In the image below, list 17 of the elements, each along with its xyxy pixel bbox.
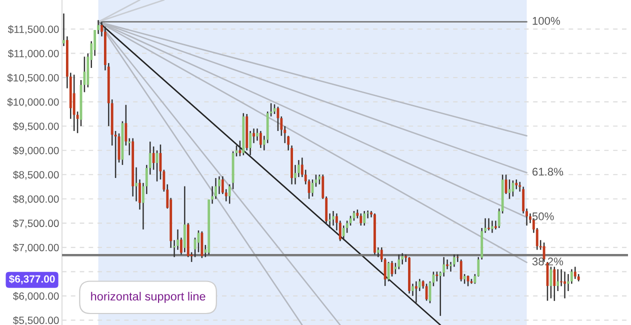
y-tick-label: $11,500.00 [8, 25, 59, 34]
annotation: horizontal support line [91, 292, 206, 303]
series-label: 50% [532, 212, 554, 220]
series-label: 61.8% [532, 168, 564, 176]
y-tick-label: $7,500.00 [13, 219, 59, 228]
y-tick-label: $6,000.00 [13, 292, 59, 302]
y-tick-label: $8,500.00 [13, 170, 59, 180]
y-tick-label: $10,500.00 [7, 74, 59, 83]
y-tick-label: $11,000.00 [8, 49, 59, 58]
y-tick-label: $9,500.00 [13, 122, 59, 132]
y-tick-label: $8,000.00 [13, 194, 59, 204]
y-tick-label: $5,500.00 [13, 316, 59, 325]
y-tick-label: $7,000.00 [13, 243, 59, 252]
y-tick-label: $10,000.00 [7, 98, 59, 107]
series-label: 100% [532, 16, 560, 25]
text: $6,377.00 [9, 274, 55, 284]
y-tick-label: $9,000.00 [13, 146, 59, 156]
